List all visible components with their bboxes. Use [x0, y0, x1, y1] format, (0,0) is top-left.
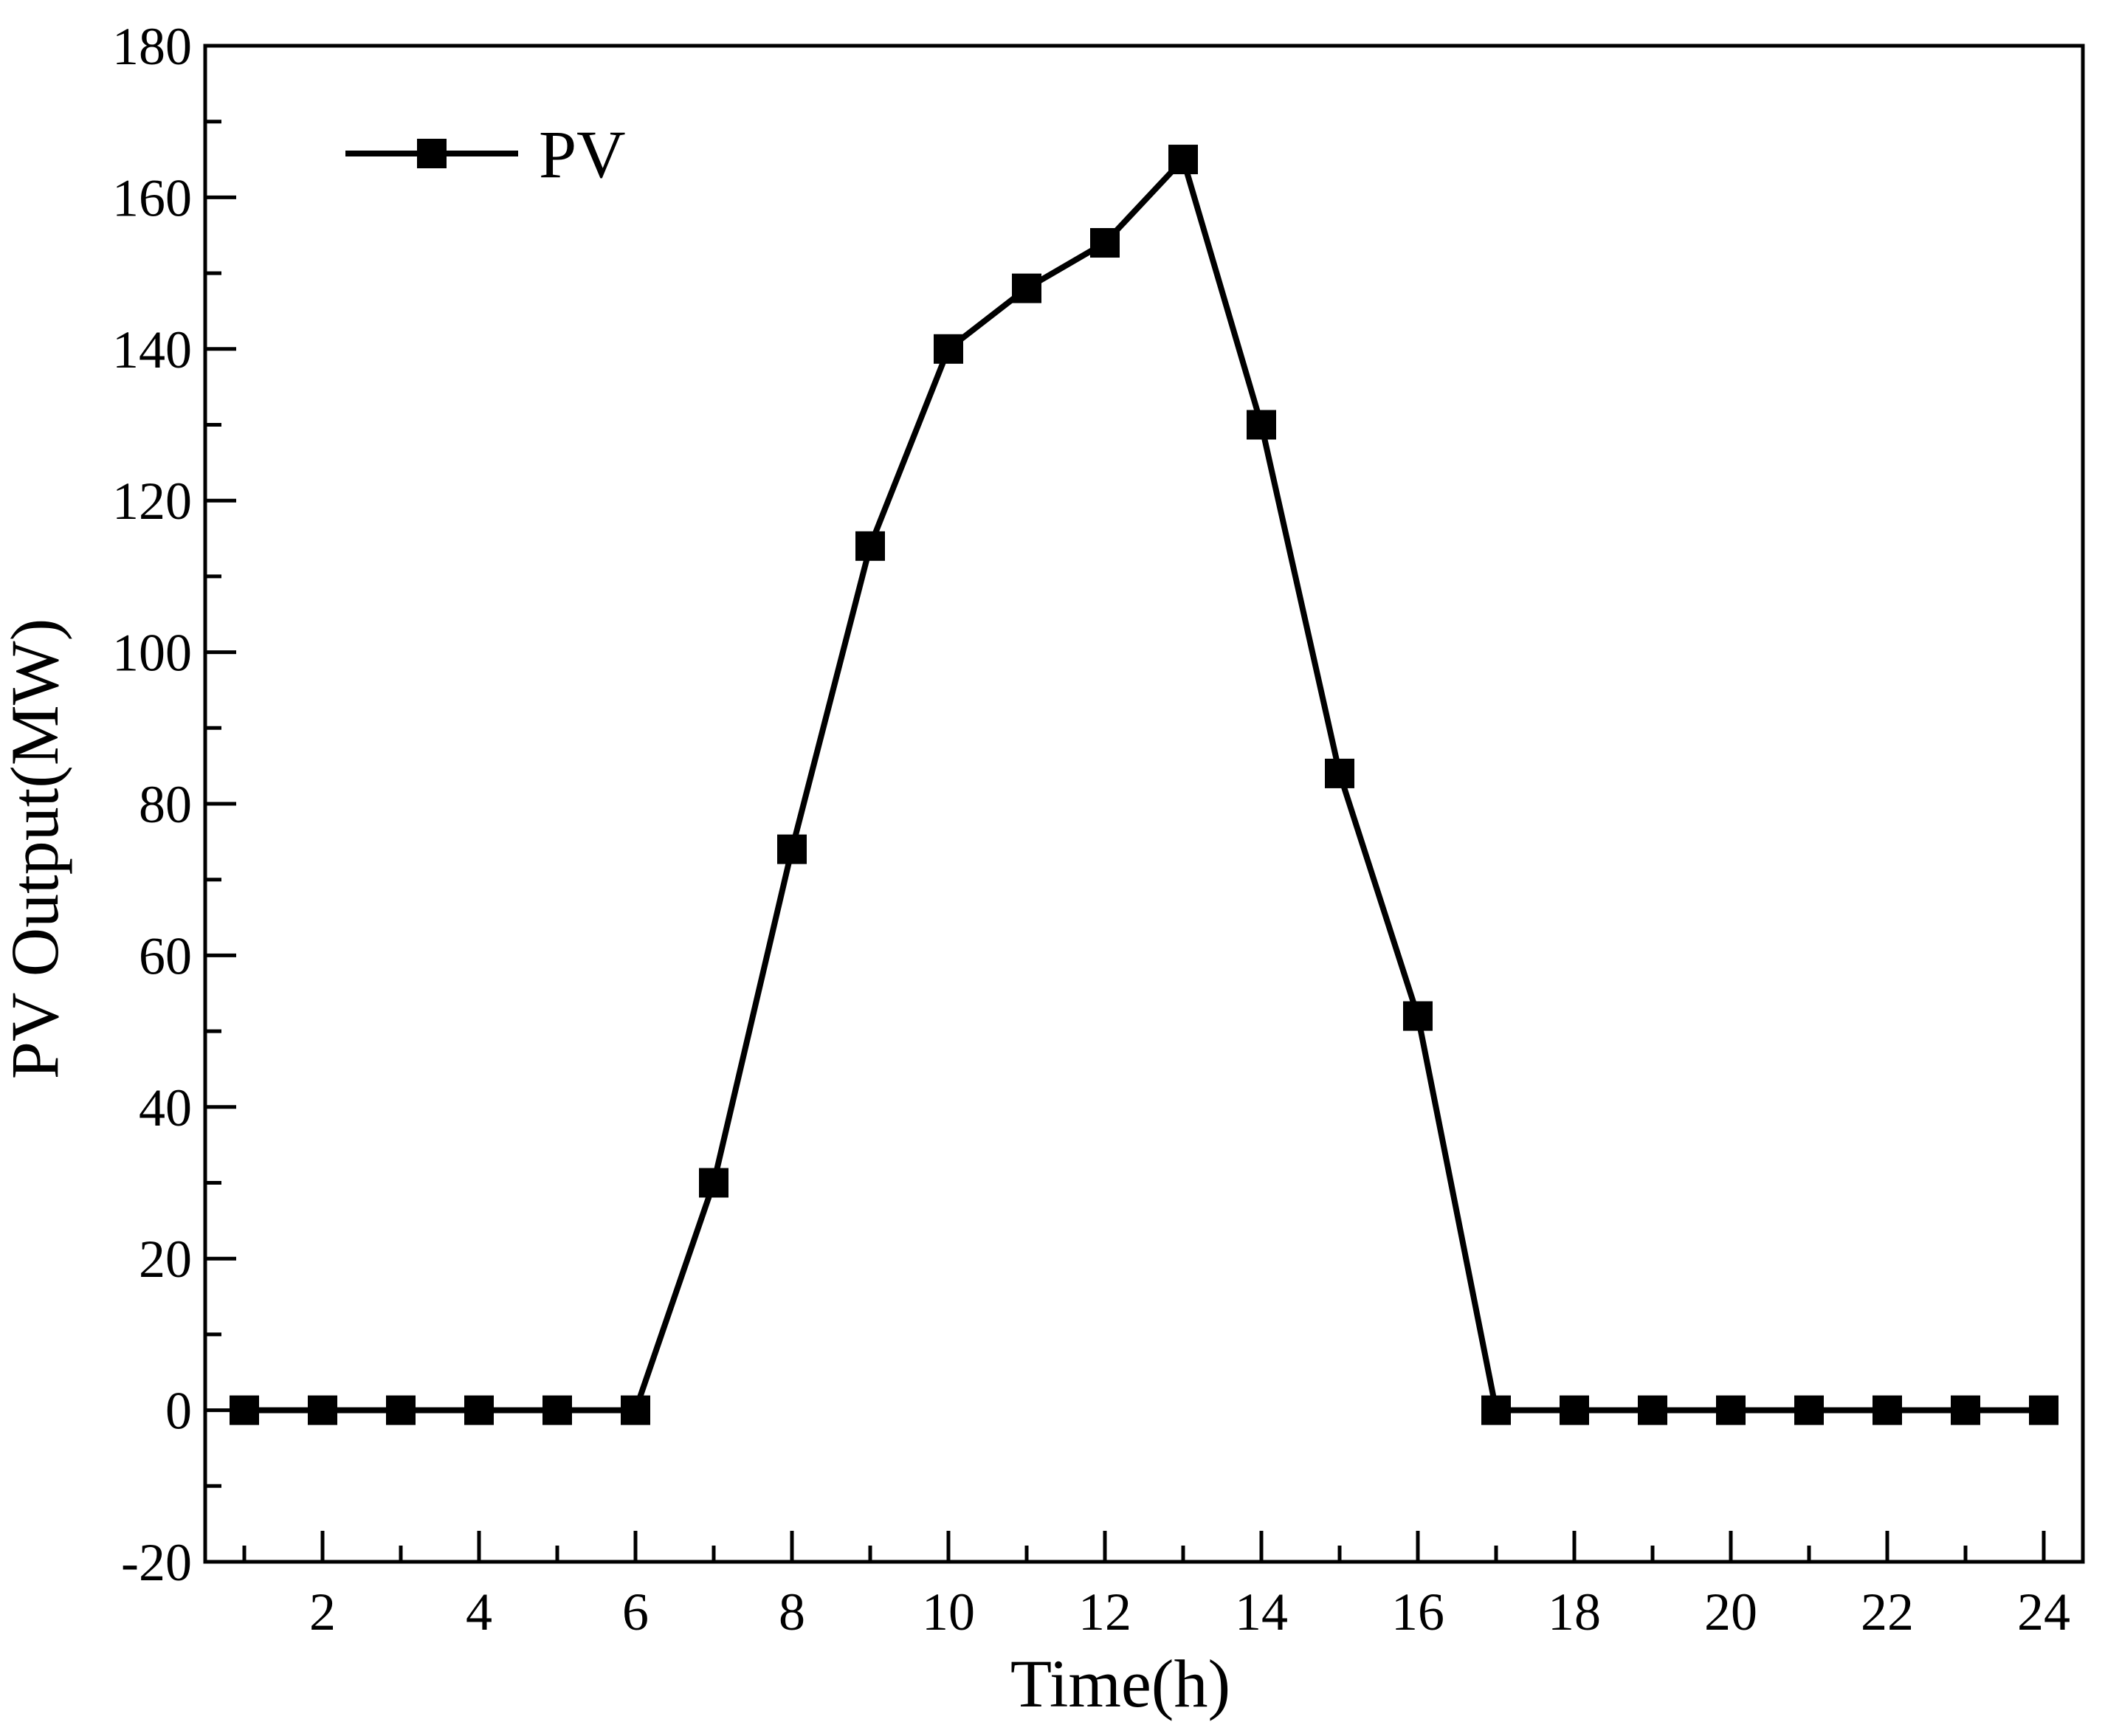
x-tick-label: 8	[779, 1582, 805, 1642]
data-point-marker	[621, 1395, 650, 1425]
data-point-marker	[1794, 1395, 1824, 1425]
data-point-marker	[1090, 228, 1120, 258]
legend-label-pv: PV	[539, 117, 626, 192]
x-axis-title: Time(h)	[1010, 1646, 1230, 1721]
data-point-marker	[1481, 1395, 1511, 1425]
series-lines	[244, 157, 2044, 1413]
y-tick-label: 80	[139, 775, 192, 834]
data-point-marker	[230, 1395, 259, 1425]
x-tick-label: 20	[1704, 1582, 1757, 1642]
y-tick-label: -20	[121, 1533, 192, 1592]
y-tick-label: 60	[139, 926, 192, 985]
series-line-segment	[711, 848, 795, 1184]
x-tick-label: 22	[1861, 1582, 1914, 1642]
x-tick-label: 18	[1548, 1582, 1601, 1642]
data-point-marker	[855, 531, 885, 561]
legend: PV	[345, 117, 626, 192]
data-point-marker	[1325, 758, 1354, 788]
series-line-segment	[1337, 772, 1421, 1017]
y-tick-label: 100	[112, 624, 192, 683]
y-tick-label: 0	[165, 1382, 192, 1441]
y-tick-label: 140	[112, 320, 192, 379]
data-point-marker	[1403, 1001, 1433, 1031]
x-minor-ticks	[242, 1546, 1968, 1562]
y-tick-label: 180	[112, 17, 192, 76]
x-tick-label: 12	[1078, 1582, 1131, 1642]
y-tick-label: 40	[139, 1078, 192, 1137]
data-point-marker	[308, 1395, 337, 1425]
y-tick-label: 120	[112, 472, 192, 531]
data-point-marker	[699, 1168, 728, 1198]
x-tick-label: 16	[1391, 1582, 1444, 1642]
series-line-segment	[789, 545, 873, 850]
data-point-marker	[2029, 1395, 2059, 1425]
y-major-ticks	[205, 44, 236, 1564]
y-tick-labels: -20 0 20 40 60 80 100 120 140 160 180	[112, 17, 192, 1592]
data-point-marker	[464, 1395, 494, 1425]
data-point-marker	[542, 1395, 572, 1425]
x-tick-label: 14	[1235, 1582, 1288, 1642]
data-point-marker	[386, 1395, 416, 1425]
data-point-marker	[1951, 1395, 1980, 1425]
y-axis-title: PV Output(MW)	[0, 619, 72, 1079]
legend-marker-pv	[417, 139, 447, 168]
x-tick-label: 4	[466, 1582, 492, 1642]
x-tick-label: 6	[622, 1582, 649, 1642]
data-point-marker	[1012, 273, 1041, 303]
x-tick-label: 10	[922, 1582, 975, 1642]
plot-frame	[203, 44, 2085, 1564]
series-line-segment	[1258, 424, 1343, 774]
data-point-marker	[1716, 1395, 1746, 1425]
x-tick-label: 24	[2017, 1582, 2070, 1642]
y-tick-label: 20	[139, 1230, 192, 1289]
x-tick-labels: 2 4 6 8 10 12 14 16 18 20 22 24	[309, 1582, 2070, 1642]
data-point-marker	[1873, 1395, 1902, 1425]
data-point-marker	[934, 334, 963, 364]
data-point-marker	[1247, 410, 1276, 440]
series-markers	[230, 145, 2059, 1425]
series-line-segment	[633, 1182, 717, 1411]
plot-border	[203, 44, 2085, 1564]
series-line-segment	[1180, 158, 1264, 426]
data-point-marker	[1560, 1395, 1589, 1425]
data-point-marker	[777, 834, 807, 864]
x-major-ticks	[320, 1531, 2046, 1562]
data-point-marker	[1638, 1395, 1667, 1425]
y-tick-label: 160	[112, 168, 192, 227]
x-tick-label: 2	[309, 1582, 336, 1642]
data-point-marker	[1168, 145, 1198, 175]
y-minor-ticks	[205, 120, 221, 1488]
series-line-segment	[867, 348, 951, 548]
series-line-segment	[1415, 1015, 1499, 1411]
